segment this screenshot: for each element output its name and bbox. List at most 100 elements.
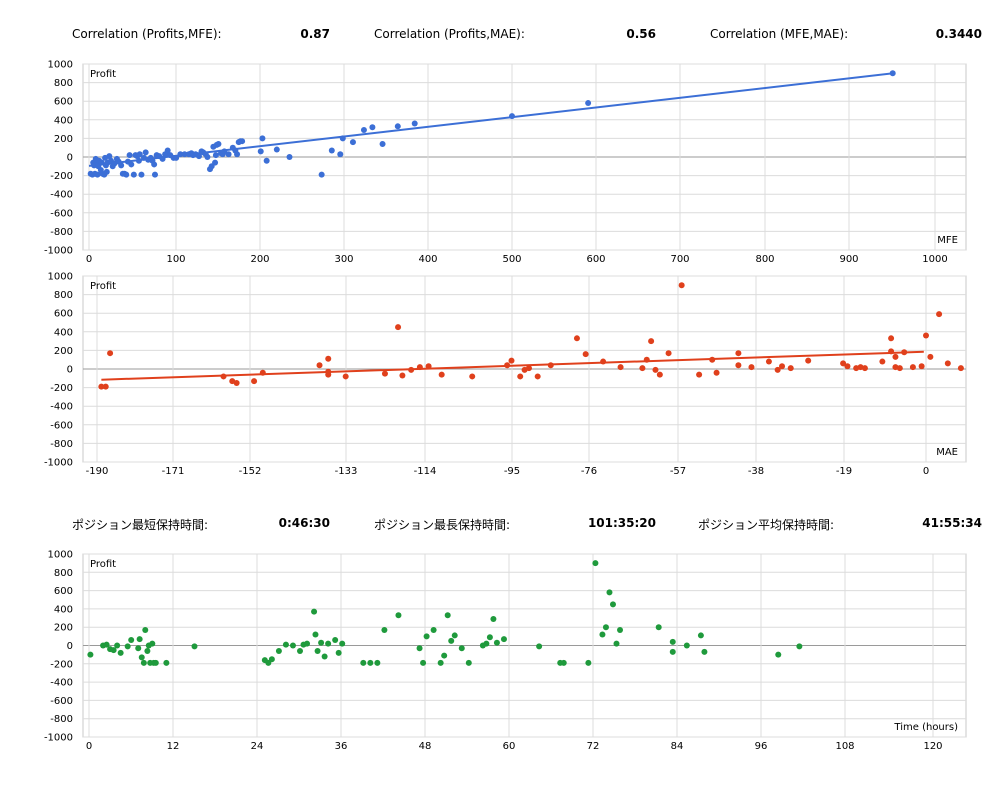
y-tick-label: -600: [50, 420, 73, 431]
x-tick-label: 48: [419, 741, 432, 752]
y-tick-label: -600: [50, 696, 73, 707]
stat-value-corr-mfe-mae: 0.3440: [935, 27, 982, 41]
data-point: [796, 643, 803, 650]
x-tick-label: 700: [670, 254, 689, 265]
data-point: [573, 335, 580, 342]
data-point: [735, 350, 742, 357]
data-point: [536, 643, 543, 650]
data-point: [374, 659, 381, 666]
data-point: [221, 148, 228, 155]
data-point: [534, 373, 541, 380]
data-point: [251, 378, 258, 385]
data-point: [840, 360, 847, 367]
data-point: [617, 626, 624, 633]
data-point: [325, 371, 332, 378]
x-tick-label: -133: [335, 466, 358, 477]
data-point: [325, 640, 332, 647]
data-point: [888, 348, 895, 355]
data-point: [212, 159, 219, 166]
x-tick-label: -76: [581, 466, 597, 477]
data-point: [879, 358, 886, 365]
data-point: [639, 365, 646, 372]
data-point: [504, 362, 511, 369]
data-point: [339, 640, 346, 647]
data-point: [500, 636, 507, 643]
y-tick-label: 0: [67, 153, 73, 164]
stat-value-avg-hold: 41:55:34: [922, 516, 982, 530]
y-tick-label: -800: [50, 227, 73, 238]
data-point: [957, 365, 964, 372]
data-point: [779, 363, 786, 370]
y-tick-label: 400: [54, 115, 73, 126]
x-tick-label: -114: [414, 466, 437, 477]
x-tick-label: 24: [251, 741, 264, 752]
data-point: [273, 146, 280, 153]
data-point: [282, 641, 289, 648]
data-point: [652, 366, 659, 373]
data-point: [560, 659, 567, 666]
data-point: [286, 154, 293, 160]
y-tick-label: -1000: [44, 458, 73, 469]
data-point: [149, 640, 156, 647]
y-tick-label: 0: [67, 641, 73, 652]
stat-value-min-hold: 0:46:30: [278, 516, 330, 530]
data-point: [936, 311, 943, 318]
y-axis-label: Profit: [90, 69, 116, 80]
data-point: [318, 639, 325, 646]
data-point: [493, 639, 500, 646]
data-point: [901, 349, 908, 356]
data-point: [126, 152, 133, 159]
data-point: [136, 636, 143, 643]
stat-label-corr-mfe-mae: Correlation (MFE,MAE):: [710, 27, 849, 41]
data-point: [602, 624, 609, 631]
data-point: [118, 162, 125, 169]
x-tick-label: -38: [748, 466, 764, 477]
data-point: [318, 171, 325, 178]
x-tick-label: 0: [86, 254, 92, 265]
data-point: [451, 632, 458, 639]
y-tick-label: 0: [67, 365, 73, 376]
data-point: [592, 560, 599, 567]
y-tick-label: -400: [50, 678, 73, 689]
data-point: [416, 645, 423, 652]
data-point: [369, 124, 376, 131]
y-tick-label: -200: [50, 659, 73, 670]
data-point: [438, 371, 445, 378]
data-point: [142, 149, 149, 156]
data-point: [123, 171, 130, 178]
data-point: [892, 353, 899, 360]
data-point: [944, 360, 951, 367]
y-tick-label: -1000: [44, 733, 73, 744]
stat-label-avg-hold: ポジション平均保持時間:: [698, 518, 835, 532]
data-point: [164, 147, 171, 154]
y-tick-label: -800: [50, 439, 73, 450]
data-point: [225, 151, 232, 158]
data-point: [381, 626, 388, 633]
data-point: [765, 358, 772, 365]
data-point: [748, 364, 755, 371]
data-point: [337, 151, 344, 158]
data-point: [896, 365, 903, 372]
y-tick-label: -200: [50, 383, 73, 394]
data-point: [643, 356, 650, 363]
data-point: [128, 637, 135, 644]
y-axis-label: Profit: [90, 281, 116, 292]
y-tick-label: 600: [54, 309, 73, 320]
data-point: [927, 353, 934, 360]
data-point: [509, 113, 515, 120]
y-tick-label: -400: [50, 402, 73, 413]
y-tick-label: -400: [50, 190, 73, 201]
chart-1: 1000 800 600 400 200 0 -200 -400 -600 -800 -1000 0 1…: [44, 60, 967, 265]
data-point: [844, 363, 851, 370]
data-point: [394, 123, 401, 130]
x-tick-label: 84: [671, 741, 684, 752]
data-point: [399, 372, 406, 379]
data-point: [138, 171, 145, 178]
data-point: [349, 139, 356, 146]
y-tick-label: 800: [54, 290, 73, 301]
data-point: [525, 365, 532, 372]
x-axis-label: MFE: [937, 235, 958, 246]
y-tick-label: 1000: [48, 550, 73, 561]
data-point: [151, 161, 158, 168]
